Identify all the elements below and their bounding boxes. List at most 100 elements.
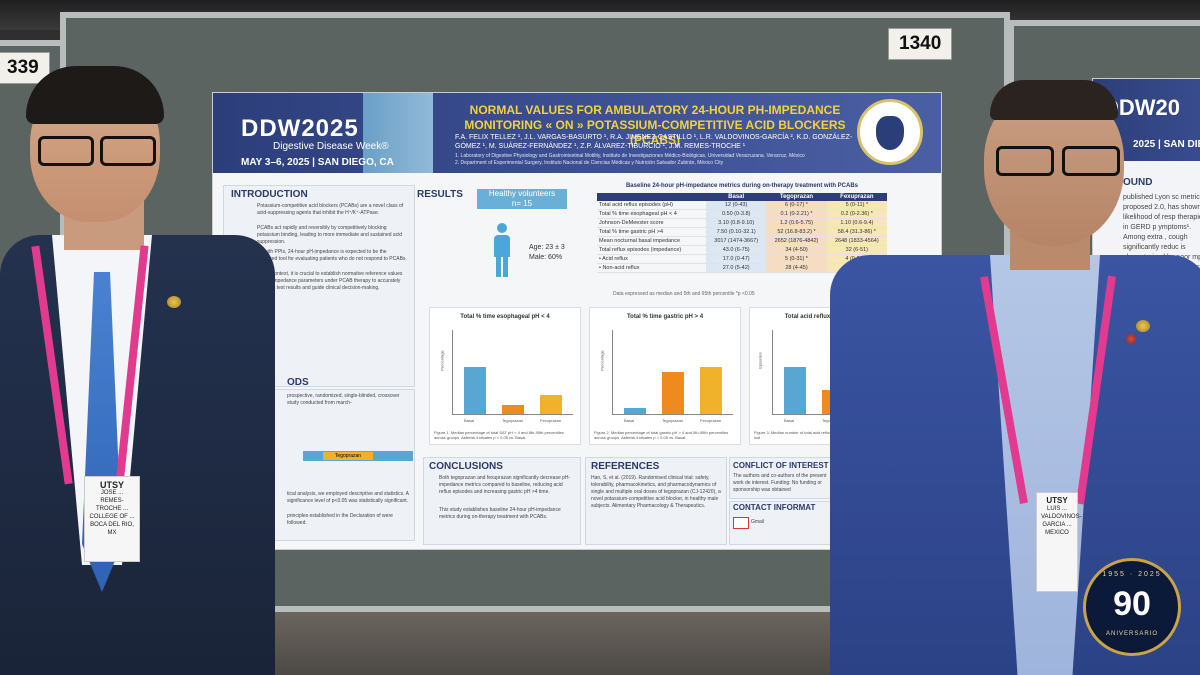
intro-paragraph-2: PCABs act rapidly and reversibly by comp… <box>257 225 403 245</box>
table-cell: 3017 (1474-3667) <box>706 236 767 246</box>
presenter-left-badge: UTSY JOSE ... REMES-TROCHE ... COLLEGE O… <box>84 476 140 562</box>
presenter-left-glasses-lens <box>100 136 156 166</box>
table-cell: 2652 (1876-4842) <box>766 236 827 246</box>
table-cell: Total % time gastric pH >4 <box>597 227 706 237</box>
conclusions-section <box>423 457 581 545</box>
table-row: Total % time gastric pH >4 7.50 (0.10-32.… <box>597 227 887 237</box>
table-cell: 43.0 (6-75) <box>706 245 767 255</box>
presenter-right-lapel-pin-icon <box>1136 320 1150 332</box>
chart-tick-label: Tegoprazan <box>502 418 523 423</box>
table-cell: Mean nocturnal basal impedance <box>597 236 706 246</box>
chart-gastric-ph: Total % time gastric pH > 4 Percentage B… <box>589 307 741 445</box>
chart-title-1: Total % time esophageal pH < 4 <box>460 314 550 320</box>
chart-ylabel-2: Percentage <box>599 350 605 371</box>
chart-tick-label: Basal <box>464 418 475 423</box>
table-cell: 32 (6-51) <box>826 245 887 255</box>
table-cell: 0.50 (0-3.8) <box>706 209 767 219</box>
chart-bar <box>784 366 806 414</box>
table-cell: 0.1 (0-2.21) * <box>766 209 827 219</box>
poster-header <box>213 93 941 173</box>
chart-caption-2: Figure 2. Median percentage of total gas… <box>594 430 729 440</box>
chart-tick-label: Basal <box>624 418 635 423</box>
table-cell: 5 (0-11) * <box>826 201 887 210</box>
flow-label: Tegoprazan <box>323 452 373 460</box>
adjacent-section-heading: OUND <box>1123 177 1153 188</box>
conclusions-heading: CONCLUSIONS <box>429 461 503 472</box>
table-row: Total acid reflux episodes (pH) 12 (0-43)… <box>597 201 887 210</box>
table-cell: 27.0 (5-42) <box>706 263 767 273</box>
table-cell: Total % time esophageal pH < 4 <box>597 209 706 219</box>
affiliation-2: 2. Department of Experimental Surgery, I… <box>455 160 724 166</box>
conflict-text: The authors and co-authors of the presen… <box>733 473 827 493</box>
presenter-left-lapel-pin-icon <box>167 296 181 308</box>
table-cell: 52 (16.8-83.2) * <box>766 227 827 237</box>
poster-affiliations: 1. Laboratory of Digestive Physiology an… <box>455 153 875 167</box>
presenter-left-badge-brand: UTSY <box>99 480 124 490</box>
chart-tick-label: Fexuprazan <box>700 418 722 423</box>
table-cell: 6 (0-17) * <box>766 201 827 210</box>
person-icon <box>491 223 513 277</box>
chart-bar <box>624 407 646 414</box>
references-section <box>585 457 727 545</box>
male-percentage: Male: 60% <box>529 254 563 261</box>
table-cell: 12 (0-43) <box>706 201 767 210</box>
poster-authors: F.A. FELIX TELLEZ ¹, J.L. VARGAS-BASURTO… <box>455 134 853 150</box>
intro-paragraph-3: As with PPIs, 24-hour pH-impedance is ex… <box>257 249 407 262</box>
table-row: Mean nocturnal basal impedance 3017 (1474… <box>597 236 887 246</box>
chart-tick-label: Tegoprazan <box>662 418 683 423</box>
contact-email-label: Gmail <box>751 519 765 525</box>
introduction-heading: INTRODUCTION <box>231 189 308 200</box>
healthy-volunteers-label: Healthy volunteers <box>488 189 556 198</box>
table-cell: Total acid reflux episodes (pH) <box>597 201 706 210</box>
chart-bar <box>540 395 562 414</box>
table-cell: 7.50 (0.10-32.1) <box>706 227 767 237</box>
table-cell: 0.2 (0-2.36) * <box>826 209 887 219</box>
presenter-right-badge-text: LUIS ... VALDOVINOS-GARCIA ... MEXICO <box>1041 506 1082 536</box>
table-row: Johnson-DeMeester score 3.10 (0.8-9.10) 1.… <box>597 218 887 228</box>
conflict-heading: CONFLICT OF INTEREST <box>733 461 829 470</box>
table-cell: • Acid reflux <box>597 254 706 264</box>
chart-title-2: Total % time gastric pH > 4 <box>626 314 704 320</box>
methods-heading: ODS <box>287 377 309 388</box>
intro-paragraph-4: In this context, it is crucial to establ… <box>257 271 403 291</box>
presenter-left-glasses-icon <box>38 136 94 166</box>
affiliation-1: 1. Laboratory of Digestive Physiology an… <box>455 153 805 159</box>
table-header-2: Tegoprazan <box>766 193 827 201</box>
conclusion-2: This study establishes baseline 24-hour … <box>439 507 561 520</box>
results-table: Basal Tegoprazan Fexuprazan Total acid ref… <box>597 193 887 273</box>
chart-caption-1: Figure 1. Median percentage of total SAT… <box>434 430 564 440</box>
board-number-tag: 1340 <box>888 28 953 60</box>
table-cell: 1.10 (0.6-9.4) <box>826 218 887 228</box>
table-header-1: Basal <box>706 193 767 201</box>
ddw-logo: DDW2025 <box>241 115 359 142</box>
table-cell: 58.4 (31.3-86) * <box>826 227 887 237</box>
table-cell: 2648 (1833-4564) <box>826 236 887 246</box>
poster-title: NORMAL VALUES FOR AMBULATORY 24-HOUR PH-… <box>464 103 846 147</box>
chart-bar <box>662 371 684 414</box>
anniversary-label: ANIVERSARIO <box>1105 631 1158 637</box>
chart-ylabel-1: Percentage <box>439 350 445 371</box>
table-header-3: Fexuprazan <box>826 193 887 201</box>
presenter-left-badge-text: JOSE ... REMES-TROCHE ... COLLEGE OF ...… <box>89 490 135 536</box>
presenter-left-hair <box>26 66 164 124</box>
table-cell: 34 (4-50) <box>766 245 827 255</box>
anniversary-seal-logo: 1955 · 2025 90 ANIVERSARIO <box>1083 558 1181 656</box>
intro-paragraph-1: Potassium-competitive acid blockers (PCA… <box>257 203 404 216</box>
table-cell: 17.0 (0-47) <box>706 254 767 264</box>
methods-paragraph-1: prospective, randomized, single-blinded,… <box>287 393 400 406</box>
table-cell: • Non-acid reflux <box>597 263 706 273</box>
conclusion-1: Both tegoprazan and fexuprazan significa… <box>439 475 571 495</box>
presenter-right-badge: UTSY LUIS ... VALDOVINOS-GARCIA ... MEXI… <box>1036 492 1082 592</box>
presenter-right-glasses-lens <box>1062 146 1120 176</box>
methods-paragraph-2: tical analysis, we employed descriptive … <box>287 491 409 504</box>
chart-bar <box>464 366 486 414</box>
table-cell: 5 (0-31) * <box>766 254 827 264</box>
chart-title-3: Total acid reflux episodes (p <box>784 314 866 320</box>
table-header-0 <box>597 193 706 201</box>
age-value: Age: 23 ± 3 <box>529 244 565 251</box>
table-title: Baseline 24-hour pH-impedance metrics du… <box>625 183 859 189</box>
poster-header-band <box>363 93 433 173</box>
demographics: Age: 23 ± 3 Male: 60% <box>529 243 565 263</box>
chart-esophageal-ph: Total % time esophageal pH < 4 Percentag… <box>429 307 581 445</box>
